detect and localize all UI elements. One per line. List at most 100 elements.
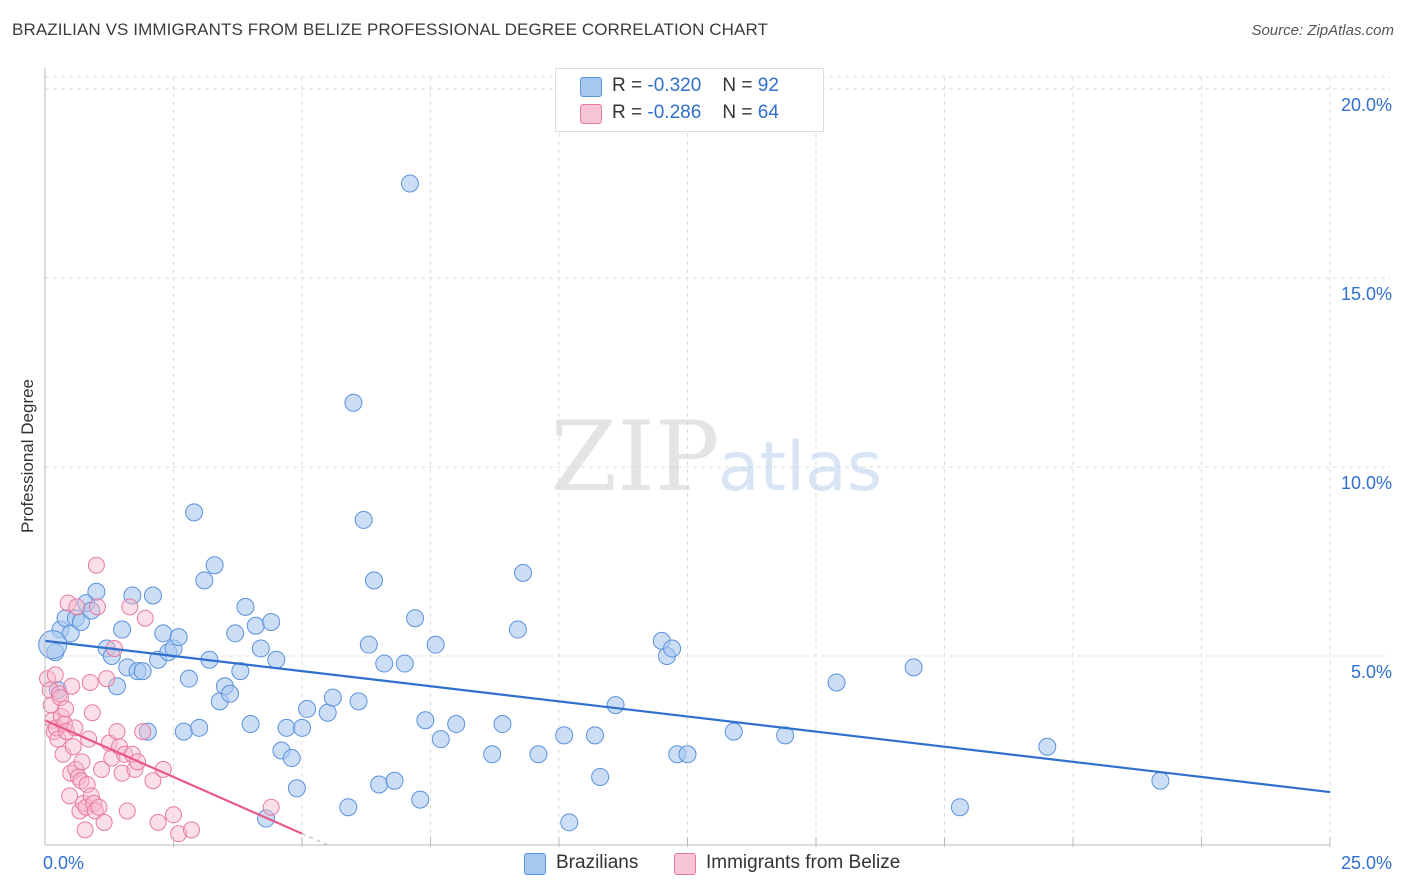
brazilians-point — [344, 393, 363, 412]
brazilians-point — [508, 620, 527, 639]
brazilians-point — [195, 571, 214, 590]
brazilians-point — [678, 745, 697, 764]
belize-point — [118, 802, 136, 820]
brazilians-point — [375, 654, 394, 673]
trend-lines — [44, 639, 1331, 846]
legend-swatch-blue — [580, 77, 602, 97]
brazilians-point — [287, 779, 306, 798]
legend-n-value-brazilians: 92 — [757, 75, 779, 96]
legend-swatch-pink — [674, 853, 696, 875]
belize-point — [51, 689, 69, 707]
brazilians-point — [323, 688, 342, 707]
brazilians-point — [416, 711, 435, 730]
belize-point — [57, 700, 75, 718]
belize-point — [68, 598, 86, 616]
brazilians-point — [529, 745, 548, 764]
belize-point — [165, 806, 182, 824]
legend-r-label: R = — [612, 102, 643, 123]
belize-trend-extension — [301, 832, 329, 846]
brazilians-point — [724, 722, 743, 741]
brazilians-point — [483, 745, 502, 764]
brazilians-point — [143, 586, 162, 605]
belize-point — [63, 677, 81, 695]
brazilians-point — [246, 616, 265, 635]
belize-point — [182, 821, 200, 839]
brazilians-point — [87, 582, 106, 601]
belize-point — [93, 760, 111, 778]
belize-point — [108, 723, 126, 741]
brazilians-point — [241, 715, 260, 734]
belize-point — [73, 753, 91, 771]
brazilians-point — [123, 586, 142, 605]
brazilians-point — [364, 571, 383, 590]
brazilians-point — [236, 597, 255, 616]
legend-n-value-belize: 64 — [757, 102, 779, 123]
belize-point — [262, 798, 280, 816]
brazilians-point — [231, 662, 250, 681]
legend-n-label: N = — [722, 75, 753, 96]
belize-point — [170, 825, 188, 843]
brazilians-point — [555, 726, 574, 745]
legend-label-brazilians: Brazilians — [556, 852, 639, 873]
series-belize — [39, 556, 280, 843]
brazilians-point — [267, 650, 286, 669]
brazilians-point — [606, 696, 625, 715]
brazilians-point — [154, 624, 173, 643]
brazilians-point — [113, 620, 132, 639]
brazilians-point — [354, 510, 373, 529]
brazilians-point — [1151, 771, 1170, 790]
belize-trend-line — [44, 719, 303, 835]
y-tick-label: 20.0% — [1341, 95, 1392, 115]
source-label: Source: ZipAtlas.com — [1251, 22, 1394, 39]
brazilians-point — [190, 718, 209, 737]
legend-n-label: N = — [722, 102, 753, 123]
brazilians-point — [395, 654, 414, 673]
belize-point — [136, 609, 154, 627]
belize-point — [87, 556, 105, 574]
brazilians-point — [663, 639, 682, 658]
belize-point — [77, 798, 95, 816]
brazilians-point — [38, 630, 68, 660]
brazilians-point — [447, 715, 466, 734]
belize-point — [113, 764, 131, 782]
belize-point — [83, 704, 101, 722]
belize-point — [95, 813, 113, 831]
belize-point — [76, 821, 94, 839]
watermark-zip: ZIP — [550, 401, 719, 513]
brazilians-point — [318, 703, 337, 722]
brazilians-point — [174, 722, 193, 741]
x-tick-label: 0.0% — [43, 853, 84, 873]
legend-r-label: R = — [612, 75, 643, 96]
legend-swatch-pink — [580, 104, 602, 124]
belize-point — [90, 798, 108, 816]
axis-layer: 5.0% 10.0% 15.0% 20.0% 0.0% 25.0% — [43, 68, 1392, 873]
belize-point — [121, 598, 139, 616]
belize-point — [88, 598, 106, 616]
legend-r-value-belize: -0.286 — [647, 102, 702, 123]
y-tick-label: 15.0% — [1341, 284, 1392, 304]
brazilians-point — [298, 699, 317, 718]
brazilians-point — [950, 798, 969, 817]
belize-point — [144, 772, 162, 790]
y-tick-label: 5.0% — [1351, 662, 1392, 682]
belize-point — [81, 673, 99, 691]
brazilians-point — [185, 503, 204, 522]
belize-point — [134, 723, 152, 741]
brazilians-point — [400, 174, 419, 193]
brazilians-point — [359, 635, 378, 654]
y-tick-label: 10.0% — [1341, 473, 1392, 493]
brazilians-point — [138, 722, 157, 741]
brazilians-point — [282, 749, 301, 768]
brazilians-point — [221, 684, 240, 703]
belize-point — [39, 670, 57, 688]
brazilians-point — [431, 730, 450, 749]
brazilians-point — [349, 692, 368, 711]
brazilians-point — [293, 718, 311, 737]
brazilians-point — [179, 669, 198, 688]
watermark-atlas: atlas — [718, 428, 882, 507]
brazilians-point — [1038, 737, 1057, 756]
belize-point — [98, 670, 116, 688]
brazilians-point — [370, 775, 389, 794]
brazilians-point — [385, 771, 404, 790]
